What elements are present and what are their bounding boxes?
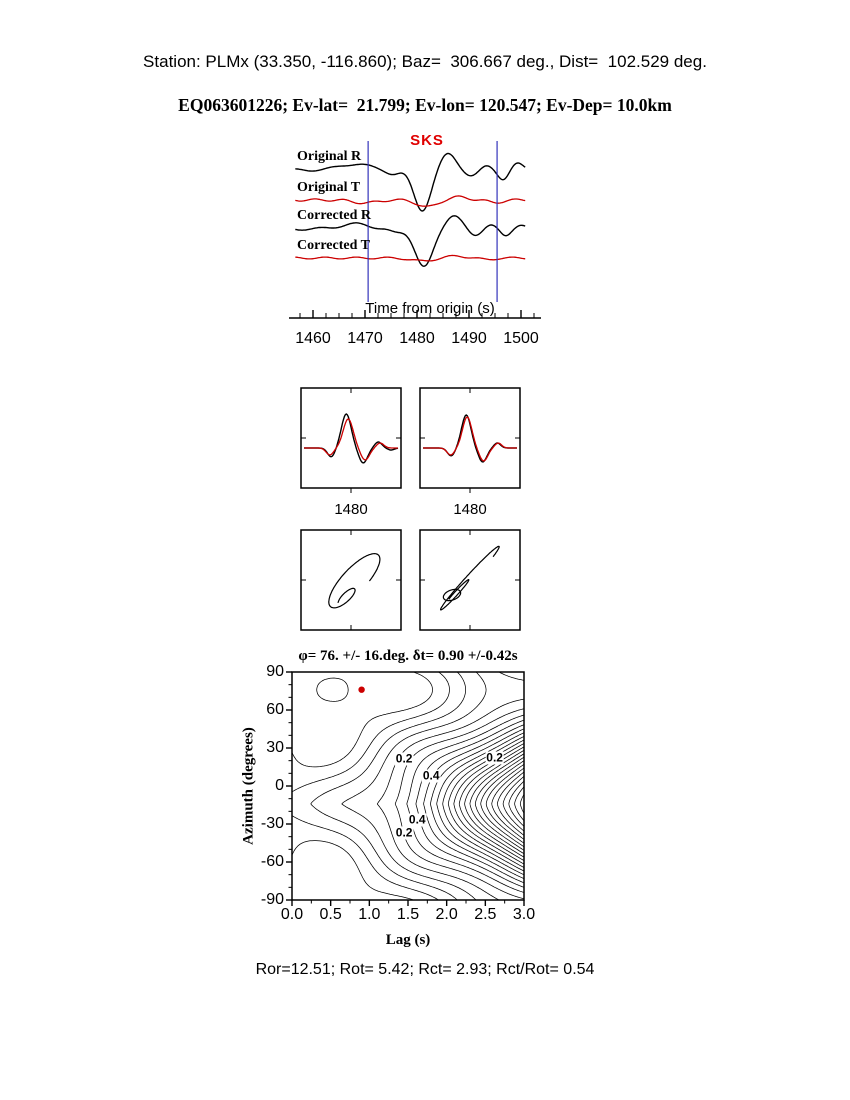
time-tick-label: 1480 <box>399 330 435 347</box>
contour-title: φ= 76. +/- 16.deg. δt= 0.90 +/-0.42s <box>298 648 518 664</box>
contour-line <box>394 708 525 900</box>
station-title: Station: PLMx (33.350, -116.860); Baz= 3… <box>143 52 707 71</box>
trace-corrected-t <box>295 254 526 262</box>
contour-line <box>514 786 525 821</box>
event-info: EQ063601226; Ev-lat= 21.799; Ev-lon= 120… <box>178 95 672 115</box>
fit-box <box>419 387 521 489</box>
contour-line <box>469 753 525 855</box>
fit-waveform-model <box>423 416 517 462</box>
lag-tick-label: 1.0 <box>358 906 381 923</box>
contour-value-label: 0.2 <box>394 825 414 840</box>
particle-motion-loop <box>442 588 462 602</box>
trace-original-r <box>295 152 526 212</box>
contour-line <box>291 671 450 901</box>
contour-line <box>423 724 525 884</box>
time-tick-label: 1490 <box>451 330 487 347</box>
trace-label-original-t: Original T <box>297 180 361 195</box>
contour-line <box>447 739 525 868</box>
time-tick-label: 1470 <box>347 330 383 347</box>
contour-line <box>453 743 525 865</box>
azimuth-tick-label: 90 <box>266 663 284 680</box>
contour-line <box>291 671 433 901</box>
contour-value-label: 0.4 <box>407 812 427 827</box>
contour-line <box>485 763 525 844</box>
lag-tick-label: 3.0 <box>512 906 536 923</box>
azimuth-tick-label: 30 <box>266 739 284 756</box>
azimuth-tick-label: 60 <box>266 701 284 718</box>
contour-line <box>474 756 525 851</box>
energy-ratio-stats: Ror=12.51; Rot= 5.42; Rct= 2.93; Rct/Rot… <box>255 961 595 978</box>
trace-corrected-r <box>295 215 526 267</box>
azimuth-tick-label: -60 <box>260 853 284 870</box>
contour-line <box>442 736 525 872</box>
contour-line <box>310 671 466 901</box>
lag-tick-label: 0.5 <box>319 906 342 923</box>
best-solution-dot <box>358 686 365 693</box>
time-tick-label: 1460 <box>295 330 331 347</box>
lag-tick-label: 1.5 <box>396 906 420 923</box>
fit-waveform-model <box>304 418 398 461</box>
fit-left-xtick-label: 1480 <box>334 501 368 518</box>
azimuth-tick-label: -30 <box>260 815 284 832</box>
contour-line <box>491 767 525 840</box>
time-tick-label: 1500 <box>503 330 539 347</box>
lag-axis-title: Lag (s) <box>385 932 431 948</box>
fit-box <box>300 387 402 489</box>
lag-tick-label: 2.5 <box>474 906 497 923</box>
trace-label-corrected-r: Corrected R <box>297 208 371 223</box>
lag-tick-label: 2.0 <box>435 906 458 923</box>
time-axis-title: Time from origin (s) <box>365 300 495 317</box>
contour-value-label: 0.4 <box>421 768 441 783</box>
contour-value-label: 0.2 <box>485 750 504 765</box>
fit-right-xtick-label: 1480 <box>453 501 487 518</box>
contour-line <box>436 732 525 876</box>
trace-label-original-r: Original R <box>297 149 362 164</box>
trace-label-corrected-t: Corrected T <box>297 238 370 253</box>
phase-label: SKS <box>410 132 444 149</box>
azimuth-tick-label: 0 <box>275 777 284 794</box>
contour-line <box>341 671 487 901</box>
contour-line <box>496 771 525 836</box>
azimuth-tick-label: -90 <box>260 891 284 908</box>
particle-motion-curve <box>440 545 500 611</box>
contour-line <box>464 749 525 858</box>
particle-motion-curve <box>328 552 381 609</box>
lag-tick-label: 0.0 <box>280 906 304 923</box>
fit-waveform-observed <box>304 413 399 464</box>
particle-motion-box <box>300 529 402 631</box>
trace-original-t <box>295 195 526 207</box>
contour-line <box>508 780 525 827</box>
particle-motion-box <box>419 529 521 631</box>
contour-value-label: 0.2 <box>394 751 414 766</box>
